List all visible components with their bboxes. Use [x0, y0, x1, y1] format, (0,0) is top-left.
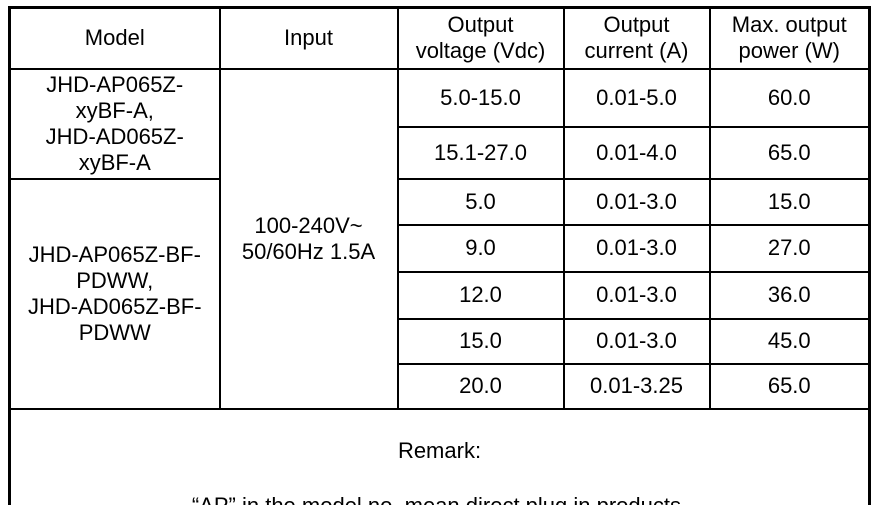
output-voltage-cell: 5.0	[396, 177, 565, 226]
table-row: 20.0 0.01-3.25 65.0	[10, 362, 871, 410]
model-group-2-cell: JHD-AP065Z-BF- PDWW, JHD-AD065Z-BF- PDWW	[8, 177, 221, 410]
remark-cell: Remark: “AP” in the model no. mean direc…	[8, 407, 871, 505]
output-voltage-cell: 20.0	[396, 362, 565, 410]
spec-table: Model Input Output voltage (Vdc) Output …	[8, 6, 871, 505]
model-column-header: Model	[8, 6, 221, 70]
remark-row: Remark: “AP” in the model no. mean direc…	[8, 407, 871, 505]
output-current-cell: 0.01-3.0	[562, 223, 711, 273]
table-row: 15.1-27.0 0.01-4.0 65.0	[10, 125, 871, 180]
table-row: 15.0 0.01-3.0 45.0	[10, 317, 871, 365]
max-output-power-cell: 36.0	[708, 270, 871, 320]
table-row: JHD-AP065Z-BF- PDWW, JHD-AD065Z-BF- PDWW…	[8, 177, 871, 410]
output-current-cell: 0.01-3.0	[562, 177, 711, 226]
output-voltage-column-header: Output voltage (Vdc)	[396, 6, 565, 70]
max-output-power-cell: 60.0	[708, 67, 871, 128]
input-value-cell: 100-240V~ 50/60Hz 1.5A	[218, 67, 399, 410]
output-current-cell: 0.01-3.0	[562, 317, 711, 365]
output-voltage-cell: 15.1-27.0	[396, 125, 565, 180]
table-row: 9.0 0.01-3.0 27.0	[10, 223, 871, 273]
output-current-cell: 0.01-5.0	[562, 67, 711, 128]
max-output-power-cell: 15.0	[708, 177, 871, 226]
header-row: Model Input Output voltage (Vdc) Output …	[8, 6, 871, 70]
table-row: JHD-AP065Z- xyBF-A, JHD-AD065Z- xyBF-A 1…	[8, 67, 871, 410]
remark-line-ap: “AP” in the model no. mean direct plug i…	[191, 492, 688, 505]
output-voltage-cell: 12.0	[396, 270, 565, 320]
table-row: 12.0 0.01-3.0 36.0	[10, 270, 871, 320]
remark-title: Remark:	[397, 437, 482, 463]
output-voltage-cell: 15.0	[396, 317, 565, 365]
max-output-power-cell: 65.0	[708, 125, 871, 180]
input-column-header: Input	[218, 6, 399, 70]
max-output-power-cell: 45.0	[708, 317, 871, 365]
max-output-power-cell: 65.0	[708, 362, 871, 410]
output-current-cell: 0.01-4.0	[562, 125, 711, 180]
max-output-power-column-header: Max. output power (W)	[708, 6, 871, 70]
output-current-cell: 0.01-3.0	[562, 270, 711, 320]
max-output-power-cell: 27.0	[708, 223, 871, 273]
output-voltage-cell: 5.0-15.0	[396, 67, 565, 128]
output-voltage-cell: 9.0	[396, 223, 565, 273]
output-current-column-header: Output current (A)	[562, 6, 711, 70]
model-group-1-cell: JHD-AP065Z- xyBF-A, JHD-AD065Z- xyBF-A	[8, 67, 221, 180]
output-current-cell: 0.01-3.25	[562, 362, 711, 410]
